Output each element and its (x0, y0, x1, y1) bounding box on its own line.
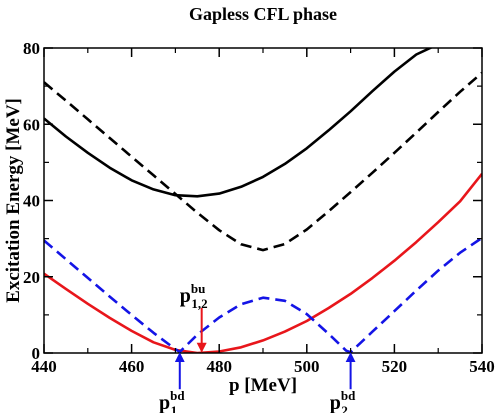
series-line-4-dashed (44, 236, 482, 353)
x-tick-label-440: 440 (31, 357, 57, 376)
y-axis-label: Excitation Energy [MeV] (3, 98, 24, 303)
x-axis-label: p [MeV] (229, 375, 297, 396)
series-line-3-solid (44, 172, 482, 353)
x-tick-label-480: 480 (206, 357, 232, 376)
y-tick-label-40: 40 (23, 192, 40, 211)
ticks-layer (43, 47, 483, 354)
chart-title: Gapless CFL phase (189, 4, 337, 24)
annotation-label-3: pbd 2 (330, 388, 356, 413)
y-tick-label-20: 20 (23, 268, 40, 287)
x-tick-label-520: 520 (382, 357, 408, 376)
x-tick-label-460: 460 (119, 357, 145, 376)
tick-labels-layer: 440 460 480 500 520 540 0 20 40 60 80 (23, 39, 495, 376)
annotations-layer: pbu 1,2 pbd 1 pbd 2 (159, 281, 356, 413)
series-line-2-dashed (44, 71, 482, 252)
plot-frame (43, 47, 483, 354)
y-tick-label-0: 0 (32, 344, 41, 363)
y-tick-label-60: 60 (23, 115, 40, 134)
annotation-label-1: pbu 1,2 (180, 281, 208, 311)
series-line-1-solid (44, 48, 434, 198)
series-layer (44, 48, 482, 353)
x-tick-label-540: 540 (469, 357, 495, 376)
x-tick-label-500: 500 (294, 357, 320, 376)
annotation-label-2: pbd 1 (159, 388, 185, 413)
y-tick-label-80: 80 (23, 39, 40, 58)
